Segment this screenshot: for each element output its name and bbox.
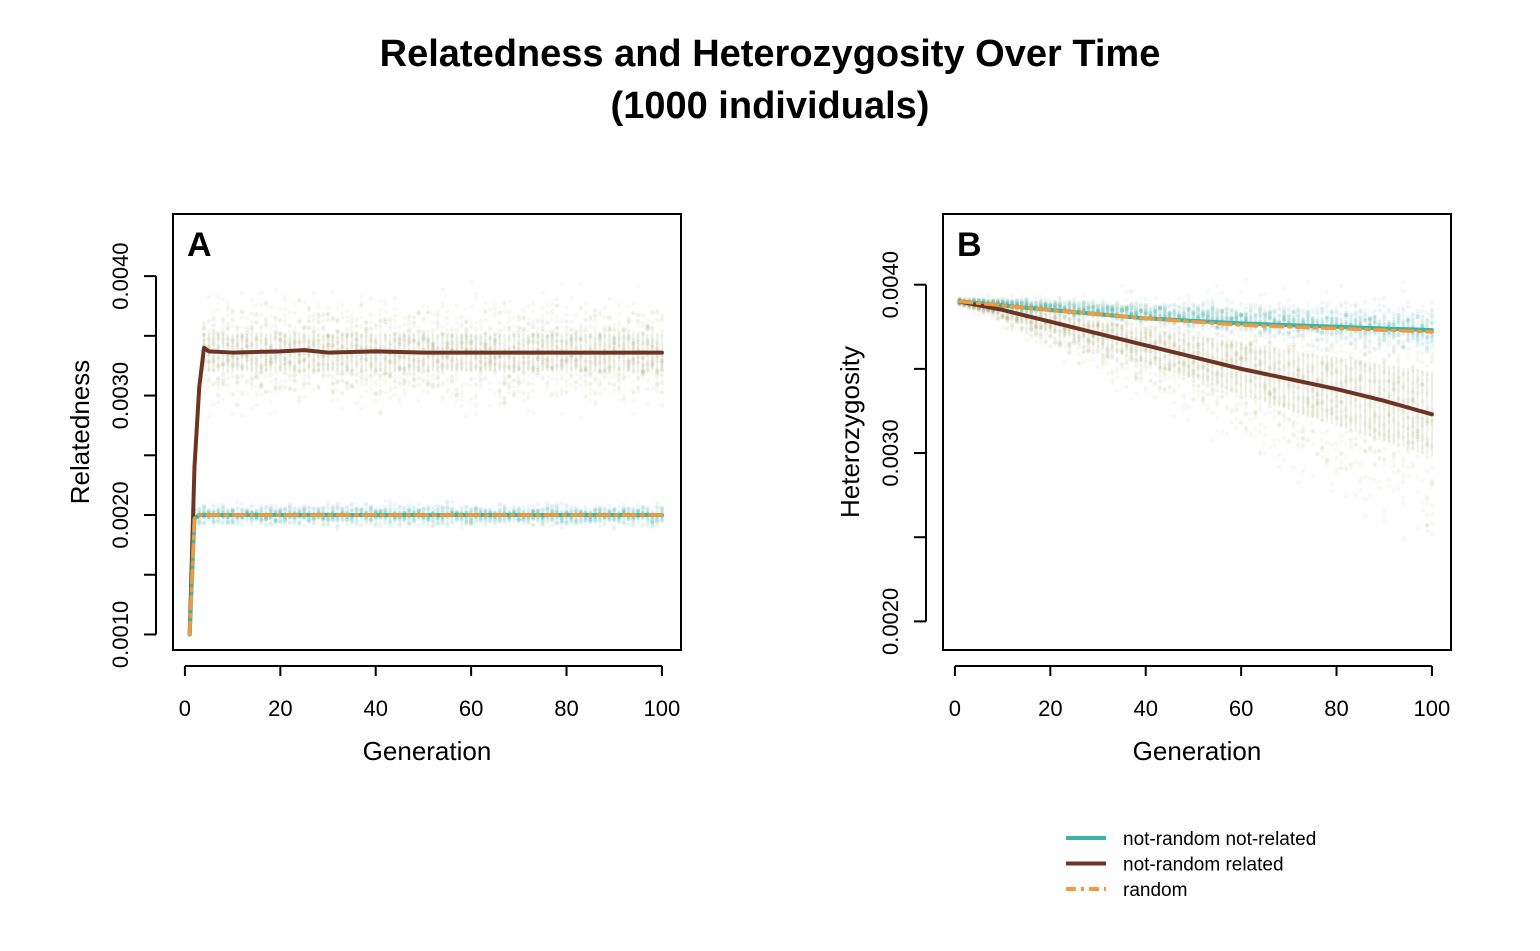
legend-label: not-random related — [1123, 855, 1284, 876]
x-tick-label: 60 — [459, 696, 483, 721]
x-axis-title: Generation — [1133, 736, 1262, 766]
panel-label: A — [187, 226, 212, 264]
y-tick-label: 0.0010 — [108, 601, 133, 668]
y-tick-label: 0.0030 — [878, 419, 903, 486]
series-line-not-random-related — [187, 345, 664, 637]
x-tick-label: 80 — [554, 696, 578, 721]
y-axis-title: Heterozygosity — [835, 346, 865, 518]
plot-frame — [942, 213, 1452, 651]
legend-item-not-random-related: not-random related — [1066, 855, 1284, 876]
replicate-cloud — [192, 279, 665, 532]
chart-title: Relatedness and Heterozygosity Over Time… — [0, 28, 1540, 132]
legend: not-random not-related not-random related… — [1066, 829, 1316, 901]
legend-item-not-random-not-related: not-random not-related — [1066, 829, 1316, 850]
y-axis: 0.0010 0.0020 0.0030 0.0040 Relatedness — [65, 242, 157, 668]
series-line-random — [957, 299, 1434, 334]
panel-a: A 0 20 40 60 80 100 Generation 0.0010 0.0020 0.003… — [65, 213, 682, 766]
y-tick-label: 0.0020 — [878, 588, 903, 655]
x-axis: 0 20 40 60 80 100 Generation — [179, 665, 681, 766]
legend-label: not-random not-related — [1123, 829, 1316, 850]
x-tick-label: 60 — [1229, 696, 1253, 721]
x-tick-label: 40 — [363, 696, 387, 721]
y-tick-label: 0.0040 — [878, 251, 903, 318]
x-tick-label: 40 — [1133, 696, 1157, 721]
y-tick-label: 0.0040 — [108, 242, 133, 309]
x-tick-label: 20 — [1038, 696, 1062, 721]
y-tick-label: 0.0030 — [108, 362, 133, 429]
y-axis-title: Relatedness — [65, 360, 95, 505]
panel-label: B — [957, 226, 982, 264]
x-tick-label: 0 — [179, 696, 191, 721]
x-tick-label: 100 — [644, 696, 681, 721]
x-axis: 0 20 40 60 80 100 Generation — [949, 665, 1451, 766]
series-line-not-random-not-related — [187, 513, 664, 637]
x-tick-label: 0 — [949, 696, 961, 721]
chart-title-line-1: Relatedness and Heterozygosity Over Time — [379, 33, 1161, 75]
series-lines — [957, 299, 1434, 417]
x-tick-label: 100 — [1414, 696, 1451, 721]
replicate-band-not-random-related — [201, 279, 665, 421]
legend-item-random: random — [1066, 880, 1187, 901]
x-tick-label: 20 — [268, 696, 292, 721]
panel-b: B 0 20 40 60 80 100 Generation 0.0020 0.0030 0.004… — [835, 213, 1452, 766]
plot-frame — [172, 213, 682, 651]
chart-title-line-2: (1000 individuals) — [610, 85, 930, 127]
y-tick-label: 0.0020 — [108, 481, 133, 548]
series-line-not-random-related — [957, 299, 1434, 417]
series-line-random — [187, 513, 664, 637]
legend-label: random — [1123, 880, 1187, 901]
y-axis: 0.0020 0.0030 0.0040 Heterozygosity — [835, 251, 927, 655]
series-lines — [187, 345, 664, 637]
x-axis-title: Generation — [363, 736, 492, 766]
x-tick-label: 80 — [1324, 696, 1348, 721]
